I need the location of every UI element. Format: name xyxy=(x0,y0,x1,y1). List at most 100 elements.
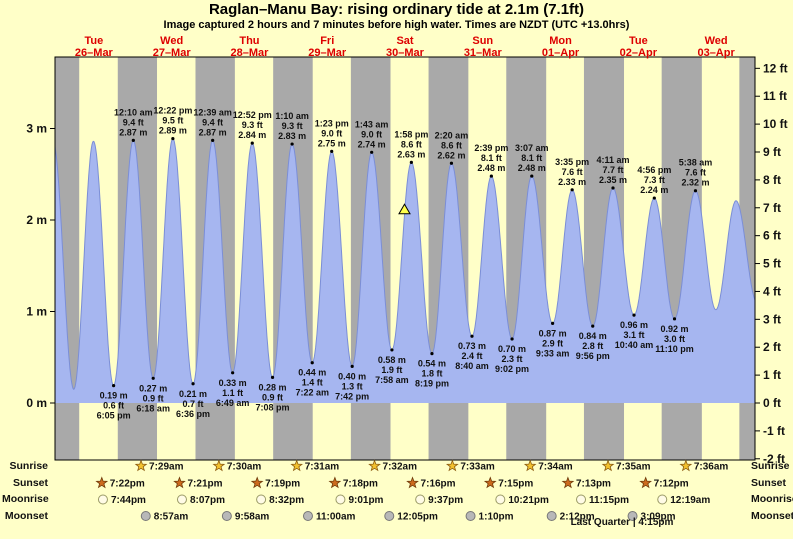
high-tide-dot xyxy=(370,150,374,154)
moonrise-time: 10:21pm xyxy=(508,495,549,506)
high-tide-dot xyxy=(489,174,493,178)
high-tide-height-ft: 7.6 ft xyxy=(685,168,706,178)
right-axis-label: 3 ft xyxy=(763,312,781,326)
sunset-time: 7:12pm xyxy=(654,479,689,490)
low-tide-dot xyxy=(470,334,474,338)
moonrise-time: 7:44pm xyxy=(111,495,146,506)
low-tide-time: 8:40 am xyxy=(455,361,489,371)
low-tide-height-m: 0.87 m xyxy=(539,328,567,338)
low-tide-dot xyxy=(231,371,235,375)
low-tide-height-ft: 2.3 ft xyxy=(502,354,523,364)
moonrise-time: 11:15pm xyxy=(589,495,629,506)
low-tide-height-ft: 2.8 ft xyxy=(582,341,603,351)
low-tide-time: 11:10 pm xyxy=(655,344,694,354)
day-label-weekday: Sat xyxy=(396,35,413,47)
tide-curve-area xyxy=(55,138,755,403)
low-tide-height-m: 0.27 m xyxy=(139,383,167,393)
low-tide-height-ft: 0.9 ft xyxy=(262,392,283,402)
low-tide-time: 7:22 am xyxy=(295,388,329,398)
moonset-time: 12:05pm xyxy=(397,512,438,523)
high-tide-time: 4:11 am xyxy=(596,155,629,165)
low-tide-time: 10:40 am xyxy=(615,340,654,350)
high-tide-height-ft: 9.3 ft xyxy=(282,121,303,131)
day-label-date: 30–Mar xyxy=(386,47,425,59)
high-tide-height-m: 2.84 m xyxy=(238,130,266,140)
moonrise-moon-icon xyxy=(97,494,108,505)
low-tide-time: 6:18 am xyxy=(136,403,170,413)
high-tide-height-m: 2.48 m xyxy=(477,163,505,173)
sunrise-star-icon xyxy=(446,459,459,472)
low-tide-height-ft: 1.8 ft xyxy=(421,369,442,379)
left-axis-label: 0 m xyxy=(26,396,47,410)
moonrise-time: 12:19am xyxy=(670,495,710,506)
day-label-date: 27–Mar xyxy=(153,47,192,59)
low-tide-dot xyxy=(672,317,677,321)
low-tide-height-m: 0.58 m xyxy=(378,355,406,365)
low-tide-height-m: 0.33 m xyxy=(219,378,247,388)
high-tide-time: 1:10 am xyxy=(275,111,309,121)
moonset-moon-icon xyxy=(627,511,638,521)
low-tide-dot xyxy=(310,361,314,365)
moonset-moon-icon xyxy=(221,511,232,521)
high-tide-height-m: 2.35 m xyxy=(599,175,627,185)
right-axis-label: 8 ft xyxy=(763,173,781,187)
high-tide-height-m: 2.63 m xyxy=(397,149,425,159)
right-axis-label: 11 ft xyxy=(763,89,787,103)
moonset-time: 11:00am xyxy=(316,512,356,523)
sunrise-time: 7:33am xyxy=(460,462,495,473)
sunrise-star-icon xyxy=(679,459,693,472)
sunrise-row-label-left: Sunrise xyxy=(9,460,48,472)
right-axis-label: 0 ft xyxy=(763,396,781,410)
day-label-date: 03–Apr xyxy=(697,47,735,59)
low-tide-height-ft: 0.9 ft xyxy=(143,393,164,403)
high-tide-height-ft: 9.5 ft xyxy=(162,116,183,126)
low-tide-height-m: 0.19 m xyxy=(100,391,128,401)
sunrise-time: 7:32am xyxy=(383,462,418,473)
sunset-star-icon xyxy=(406,476,419,489)
moonset-moon-icon xyxy=(465,511,476,521)
sunrise-star-icon xyxy=(523,459,537,472)
high-tide-time: 1:58 pm xyxy=(394,129,428,139)
high-tide-height-m: 2.48 m xyxy=(518,163,546,173)
high-tide-time: 12:22 pm xyxy=(153,106,192,116)
day-label-date: 29–Mar xyxy=(308,47,347,59)
moonrise-moon-icon xyxy=(495,494,506,505)
low-tide-dot xyxy=(632,313,636,317)
low-tide-dot xyxy=(191,382,195,386)
left-axis-label: 3 m xyxy=(26,122,47,136)
low-tide-height-ft: 0.6 ft xyxy=(103,401,124,411)
sunrise-time: 7:29am xyxy=(149,462,184,473)
day-label-date: 01–Apr xyxy=(542,47,580,59)
high-tide-height-ft: 8.1 ft xyxy=(521,153,542,163)
low-tide-height-ft: 1.4 ft xyxy=(302,378,323,388)
high-tide-time: 2:39 pm xyxy=(474,143,508,153)
low-tide-dot xyxy=(510,337,514,341)
day-label-date: 31–Mar xyxy=(464,47,503,59)
right-axis-label: 12 ft xyxy=(763,61,788,75)
moonrise-time: 9:37pm xyxy=(428,495,463,506)
sunset-star-icon xyxy=(328,476,342,489)
right-axis-label: 7 ft xyxy=(763,201,781,215)
high-tide-height-ft: 7.6 ft xyxy=(562,167,583,177)
low-tide-height-m: 0.96 m xyxy=(620,320,648,330)
day-label-weekday: Tue xyxy=(629,35,648,47)
sunset-row-label-left: Sunset xyxy=(12,477,48,489)
moonrise-row-label-left: Moonrise xyxy=(2,493,49,505)
high-tide-height-ft: 8.6 ft xyxy=(401,139,422,149)
low-tide-height-ft: 2.4 ft xyxy=(461,351,482,361)
moonrise-moon-icon xyxy=(335,494,346,505)
day-label-weekday: Sun xyxy=(472,35,493,47)
sunset-star-icon xyxy=(250,476,264,489)
low-tide-height-m: 0.44 m xyxy=(298,368,326,378)
right-axis-label: -2 ft xyxy=(763,452,785,466)
low-tide-time: 6:05 pm xyxy=(97,411,131,421)
right-axis-label: 1 ft xyxy=(763,368,781,382)
low-tide-height-ft: 1.1 ft xyxy=(222,388,243,398)
left-axis-label: 1 m xyxy=(26,305,47,319)
high-tide-dot xyxy=(131,138,135,142)
low-tide-dot xyxy=(591,324,595,328)
moon-phase-note: Last Quarter | 4:15pm xyxy=(570,517,674,528)
moonset-time: 8:57am xyxy=(154,512,189,523)
